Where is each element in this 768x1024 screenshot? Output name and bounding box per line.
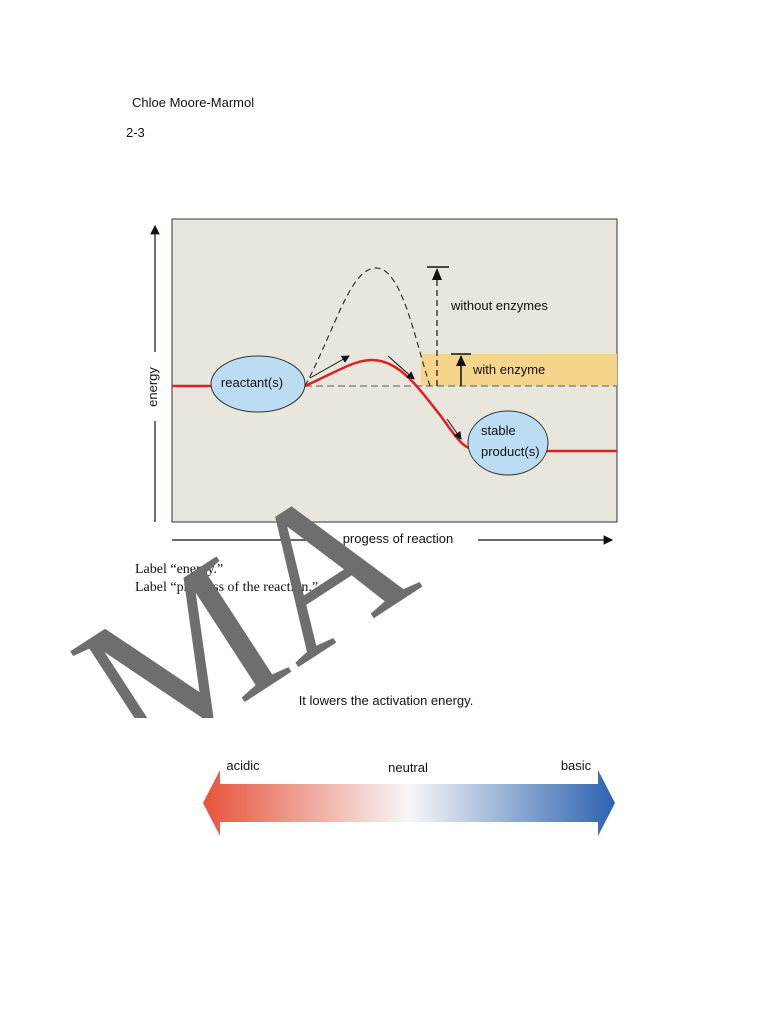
instruction: Label “progress of the reaction.” — [135, 580, 318, 595]
ph-scale: acidic neutral basic — [203, 758, 615, 836]
arrow-head — [432, 268, 442, 280]
basic-label: basic — [561, 758, 592, 773]
reactant-label: reactant(s) — [221, 375, 283, 390]
answer: It lowers the activation energy. — [299, 693, 474, 708]
energy-diagram: reactant(s) stable product(s) without en… — [145, 218, 618, 546]
x-axis-label: progess of reaction — [343, 531, 454, 546]
y-axis-label: energy — [145, 367, 160, 407]
watermark-mask — [100, 718, 440, 778]
ph-arrow — [203, 770, 615, 836]
catalyzed-curve — [172, 358, 617, 453]
reactant-bubble — [210, 355, 306, 413]
product-label: product(s) — [481, 444, 540, 459]
flow-arrow — [446, 418, 462, 440]
with-enzyme-label: with enzyme — [472, 362, 545, 377]
acidic-label: acidic — [226, 758, 260, 773]
without-enzymes-label: without enzymes — [450, 298, 548, 313]
product-label: stable — [481, 423, 516, 438]
uncatalyzed-curve — [304, 267, 431, 387]
flow-arrow — [387, 355, 415, 380]
enzyme-band — [421, 354, 617, 386]
instruction: Label “energy.” — [135, 562, 223, 577]
author: Chloe Moore-Marmol — [132, 95, 254, 110]
flow-arrow — [309, 355, 350, 379]
neutral-label: neutral — [388, 760, 428, 775]
product-bubble — [467, 410, 549, 476]
section: 2-3 — [126, 125, 145, 140]
arrow-head — [456, 355, 466, 366]
